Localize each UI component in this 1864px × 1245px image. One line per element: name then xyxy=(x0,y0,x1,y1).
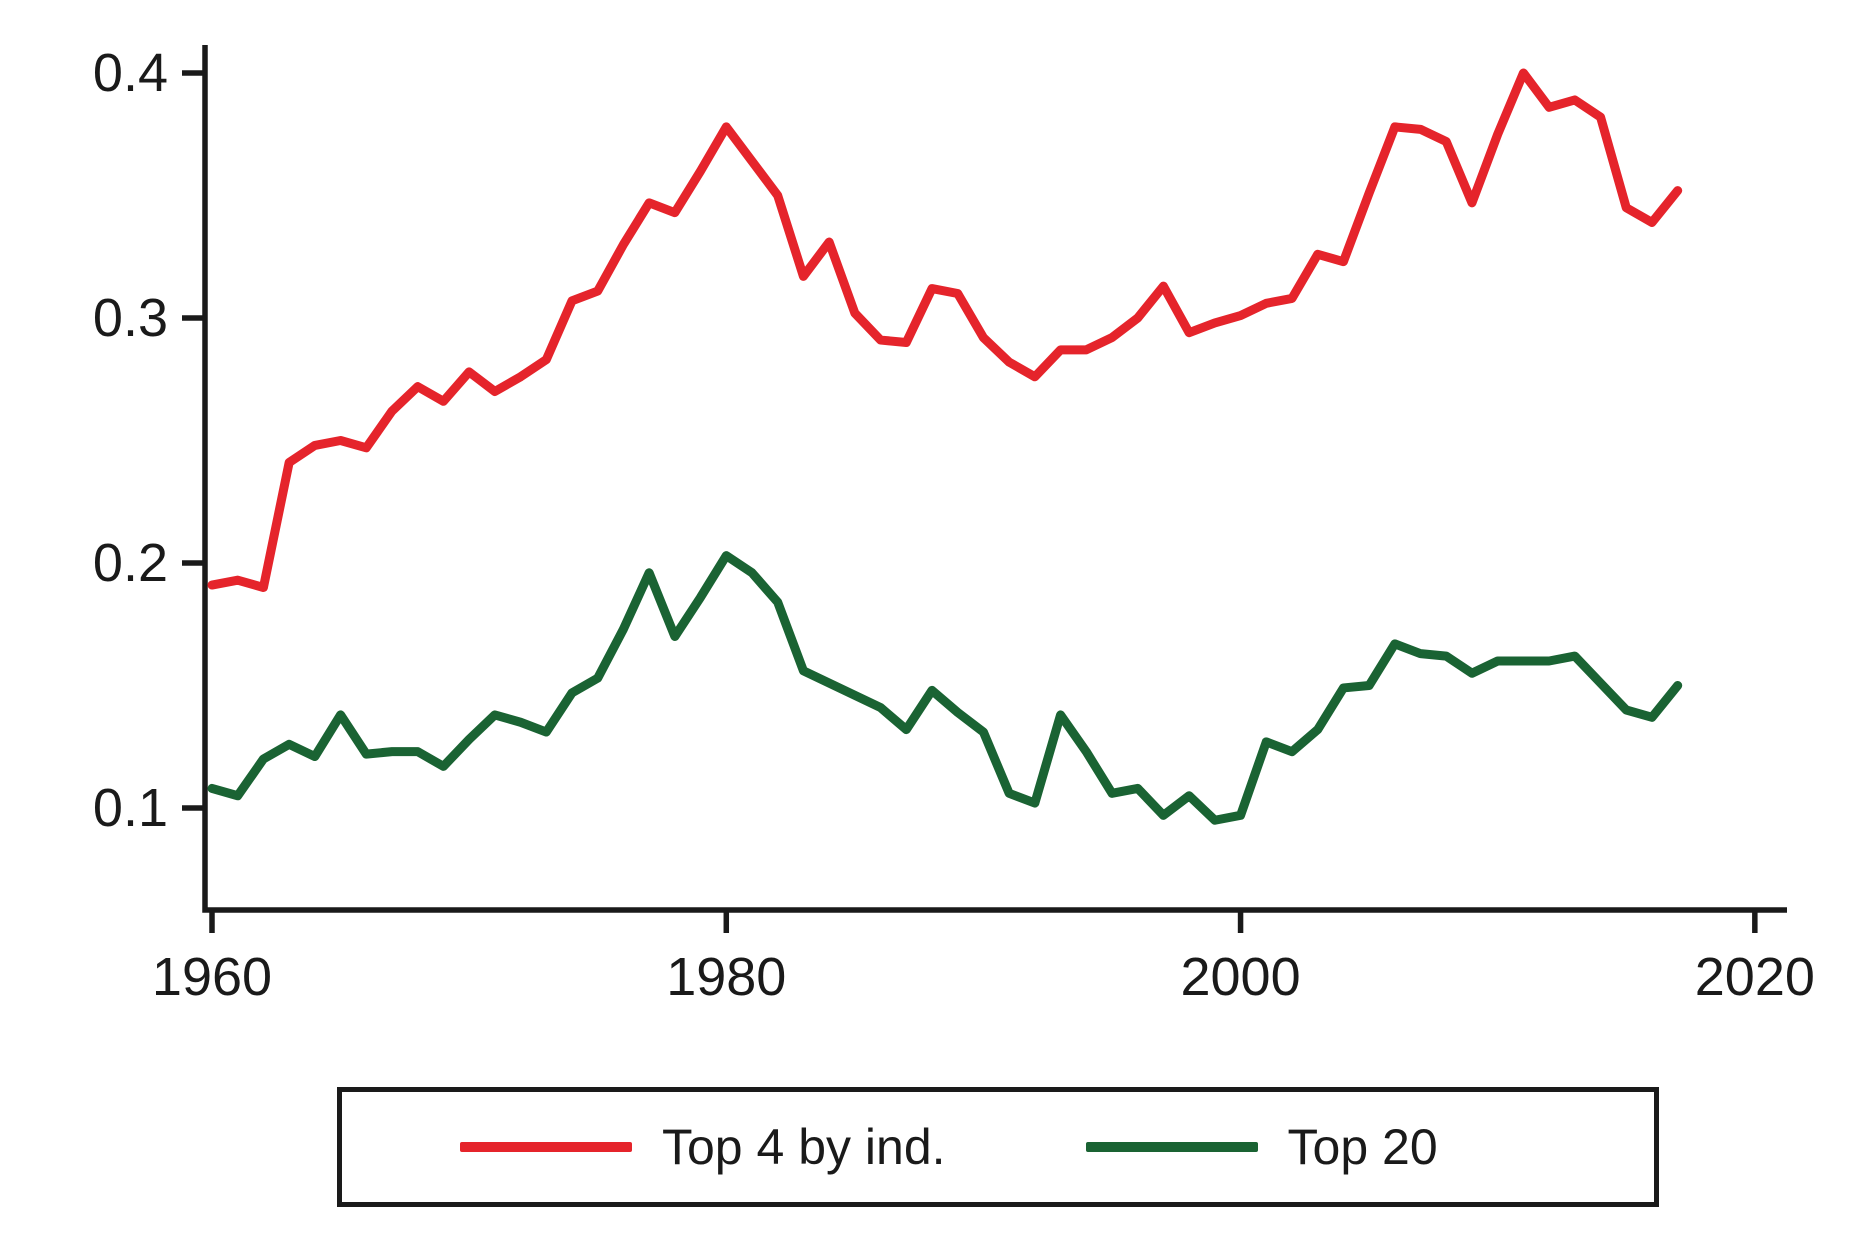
legend-label-top4-by-ind: Top 4 by ind. xyxy=(662,1119,946,1175)
legend-item-top20: Top 20 xyxy=(1085,1118,1438,1176)
y-tick-label: 0.3 xyxy=(93,288,168,348)
y-tick-label: 0.2 xyxy=(93,533,168,593)
x-tick-label: 2020 xyxy=(1695,947,1815,1007)
x-tick-label: 2000 xyxy=(1180,947,1300,1007)
legend-swatch-top4-by-ind xyxy=(460,1142,632,1152)
x-tick-label: 1960 xyxy=(152,947,272,1007)
legend: Top 4 by ind. Top 20 xyxy=(337,1087,1659,1207)
series-line-top-20 xyxy=(207,551,1683,825)
legend-item-top4: Top 4 by ind. xyxy=(460,1118,946,1176)
legend-swatch-top20 xyxy=(1085,1142,1258,1152)
y-tick-label: 0.4 xyxy=(93,43,168,103)
axis-frame xyxy=(202,45,1787,913)
series-line-top-4-by-ind xyxy=(207,68,1683,592)
legend-label-top20: Top 20 xyxy=(1287,1119,1438,1175)
x-tick-label: 1980 xyxy=(666,947,786,1007)
y-tick-label: 0.1 xyxy=(93,778,168,838)
